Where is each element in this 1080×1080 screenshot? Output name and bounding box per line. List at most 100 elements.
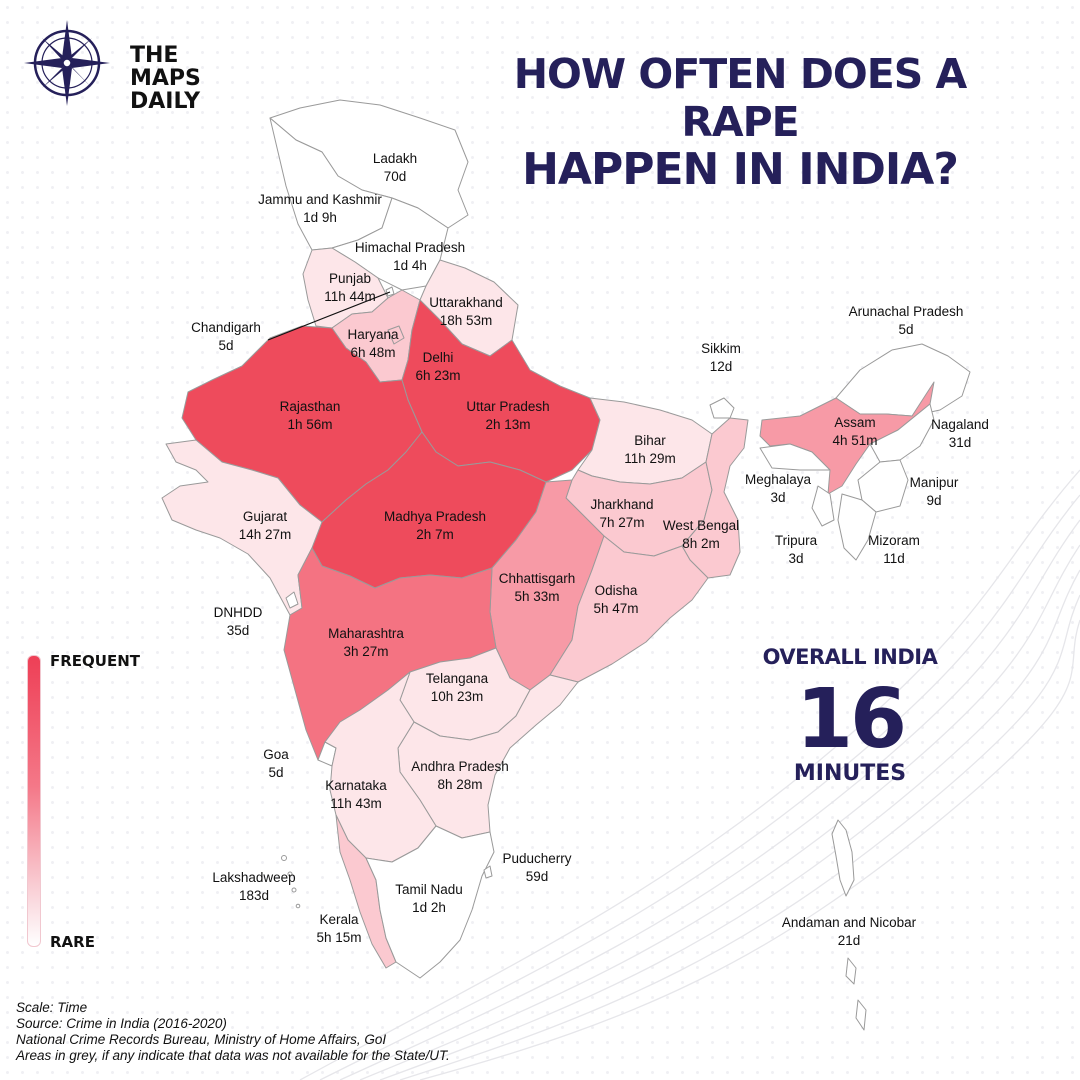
label-goa: Goa 5d bbox=[263, 746, 289, 782]
title-line-2: HAPPEN IN INDIA? bbox=[522, 144, 959, 195]
region-name: Chandigarh bbox=[191, 320, 261, 335]
region-name: West Bengal bbox=[662, 518, 740, 533]
region-arunachal-pradesh bbox=[835, 343, 971, 417]
region-tripura bbox=[811, 485, 835, 527]
legend-color-scale bbox=[27, 655, 41, 947]
region-time: 8h 2m bbox=[682, 536, 720, 551]
label-andaman-nicobar: Andaman and Nicobar 21d bbox=[782, 914, 916, 950]
region-time: 3d bbox=[788, 551, 804, 566]
region-andaman-nicobar bbox=[831, 819, 867, 1031]
region-time: 3d bbox=[770, 490, 786, 505]
region-gujarat bbox=[161, 439, 323, 616]
label-puducherry: Puducherry 59d bbox=[502, 850, 571, 886]
label-himachal-pradesh: Himachal Pradesh 1d 4h bbox=[355, 239, 465, 275]
brand-line: THE bbox=[130, 43, 179, 68]
region-time: 1d 9h bbox=[303, 210, 337, 225]
region-time: 5d bbox=[268, 765, 284, 780]
region-time: 70d bbox=[383, 169, 407, 184]
brand-line: MAPS bbox=[130, 66, 201, 91]
region-time: 7h 27m bbox=[599, 515, 645, 530]
region-name: Andhra Pradesh bbox=[411, 759, 509, 774]
region-name: Punjab bbox=[328, 271, 372, 286]
label-mizoram: Mizoram 11d bbox=[868, 532, 920, 568]
region-name: DNHDD bbox=[213, 605, 263, 620]
region-name: Uttarakhand bbox=[429, 295, 503, 310]
label-west-bengal: West Bengal 8h 2m bbox=[663, 517, 739, 553]
region-dnhdd bbox=[285, 591, 299, 609]
region-name: Chhattisgarh bbox=[498, 571, 576, 586]
footer-note: Areas in grey, if any indicate that data… bbox=[16, 1048, 450, 1063]
region-name: Gujarat bbox=[242, 509, 288, 524]
region-name: Rajasthan bbox=[279, 399, 341, 414]
label-madhya-pradesh: Madhya Pradesh 2h 7m bbox=[384, 508, 486, 544]
footer-source: Source: Crime in India (2016-2020) bbox=[16, 1016, 227, 1031]
region-name: Telangana bbox=[425, 671, 489, 686]
label-delhi: Delhi 6h 23m bbox=[415, 349, 460, 385]
region-time: 5d bbox=[218, 338, 234, 353]
region-name: Meghalaya bbox=[744, 472, 812, 487]
region-name: Delhi bbox=[422, 350, 454, 365]
label-tamil-nadu: Tamil Nadu 1d 2h bbox=[395, 881, 463, 917]
label-odisha: Odisha 5h 47m bbox=[593, 582, 638, 618]
region-time: 35d bbox=[226, 623, 250, 638]
chandigarh-leader-line bbox=[267, 291, 391, 341]
label-lakshadweep: Lakshadweep 183d bbox=[212, 869, 295, 905]
region-time: 6h 23m bbox=[415, 368, 461, 383]
region-name: Bihar bbox=[634, 433, 666, 448]
region-west-bengal bbox=[681, 417, 749, 579]
region-time: 14h 27m bbox=[238, 527, 292, 542]
label-arunachal-pradesh: Arunachal Pradesh 5d bbox=[849, 303, 964, 339]
brand-logo: THE MAPS DAILY bbox=[22, 18, 201, 113]
region-name: Uttar Pradesh bbox=[466, 399, 550, 414]
label-ladakh: Ladakh 70d bbox=[373, 150, 417, 186]
region-time: 59d bbox=[525, 869, 549, 884]
region-name: Puducherry bbox=[502, 851, 572, 866]
region-time: 9d bbox=[926, 493, 942, 508]
footer-scale: Scale: Time bbox=[16, 1000, 88, 1015]
region-name: Haryana bbox=[347, 327, 399, 342]
label-sikkim: Sikkim 12d bbox=[701, 340, 741, 376]
region-name: Tripura bbox=[774, 533, 818, 548]
label-chhattisgarh: Chhattisgarh 5h 33m bbox=[499, 570, 576, 606]
legend-frequent-label: FREQUENT bbox=[50, 652, 141, 670]
label-chandigarh: Chandigarh 5d bbox=[191, 319, 261, 355]
footer-notes: Scale: Time Source: Crime in India (2016… bbox=[16, 1000, 450, 1064]
region-time: 11h 29m bbox=[624, 451, 676, 466]
region-time: 5h 15m bbox=[316, 930, 362, 945]
region-odisha bbox=[549, 535, 709, 683]
region-delhi bbox=[387, 325, 405, 345]
label-tripura: Tripura 3d bbox=[775, 532, 817, 568]
region-time: 5h 47m bbox=[593, 601, 639, 616]
region-meghalaya bbox=[759, 443, 831, 471]
region-mizoram bbox=[837, 493, 877, 561]
region-puducherry bbox=[483, 865, 493, 879]
region-name: Sikkim bbox=[701, 341, 741, 356]
region-time: 10h 23m bbox=[430, 689, 484, 704]
region-name: Tamil Nadu bbox=[395, 882, 463, 897]
label-kerala: Kerala 5h 15m bbox=[316, 911, 361, 947]
region-name: Odisha bbox=[594, 583, 638, 598]
region-time: 5d bbox=[898, 322, 914, 337]
region-name: Mizoram bbox=[868, 533, 920, 548]
region-nagaland bbox=[869, 403, 935, 463]
label-rajasthan: Rajasthan 1h 56m bbox=[280, 398, 341, 434]
region-time: 1d 4h bbox=[393, 258, 427, 273]
brand-line: DAILY bbox=[130, 89, 200, 114]
region-name: Lakshadweep bbox=[212, 870, 296, 885]
region-time: 12d bbox=[709, 359, 733, 374]
overall-title: OVERALL INDIA bbox=[762, 645, 938, 669]
region-name: Kerala bbox=[319, 912, 359, 927]
label-meghalaya: Meghalaya 3d bbox=[745, 471, 811, 507]
brand-name: THE MAPS DAILY bbox=[130, 44, 201, 113]
region-time: 6h 48m bbox=[350, 345, 396, 360]
footer-agency: National Crime Records Bureau, Ministry … bbox=[16, 1032, 387, 1047]
region-time: 21d bbox=[837, 933, 861, 948]
region-time: 1h 56m bbox=[287, 417, 333, 432]
region-chandigarh bbox=[385, 286, 395, 297]
region-sikkim bbox=[709, 397, 735, 419]
region-time: 2h 7m bbox=[416, 527, 454, 542]
overall-india-stat: OVERALL INDIA 16 MINUTES bbox=[745, 645, 955, 786]
region-time: 11d bbox=[883, 551, 905, 566]
